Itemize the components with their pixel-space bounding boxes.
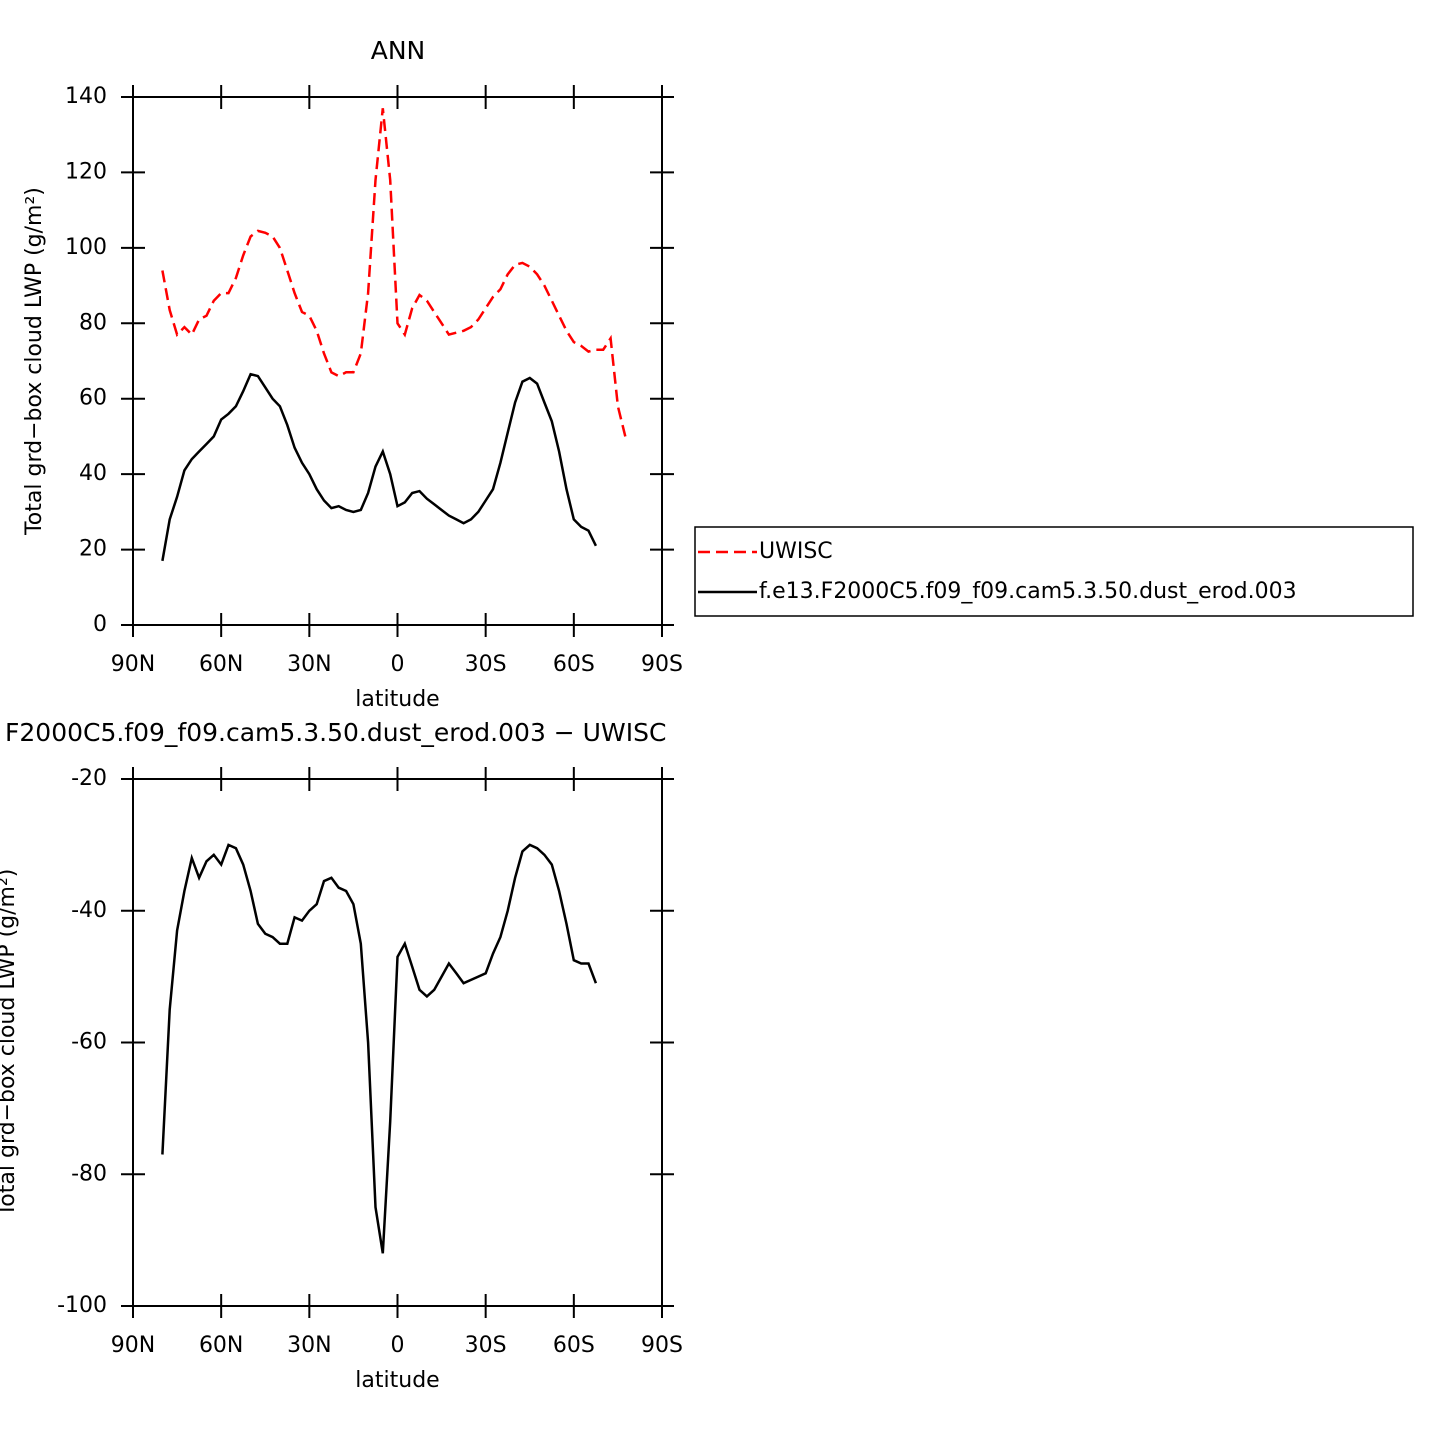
- y-tick-label: 60: [79, 386, 107, 411]
- x-axis-label: latitude: [355, 1368, 439, 1393]
- x-tick-label: 90S: [641, 1333, 683, 1358]
- y-tick-label: -60: [71, 1030, 107, 1055]
- x-tick-label: 60S: [553, 1333, 595, 1358]
- data-line: [161, 372, 598, 562]
- x-tick-label: 60S: [553, 652, 595, 677]
- x-tick-label: 30S: [465, 652, 507, 677]
- legend-label: f.e13.F2000C5.f09_f09.cam5.3.50.dust_ero…: [759, 579, 1297, 604]
- x-tick-label: 30N: [287, 1333, 331, 1358]
- x-tick-label: 0: [391, 652, 405, 677]
- legend-box: [694, 526, 1414, 617]
- plot-frame: [132, 96, 663, 626]
- x-tick-label: 30S: [465, 1333, 507, 1358]
- y-tick-label: 100: [65, 235, 107, 260]
- y-tick-label: -40: [71, 898, 107, 923]
- y-tick-label: 0: [93, 612, 107, 637]
- x-tick-label: 90S: [641, 652, 683, 677]
- legend-label: UWISC: [759, 539, 833, 564]
- y-tick-label: -100: [57, 1293, 107, 1318]
- x-tick-label: 60N: [199, 652, 243, 677]
- x-tick-label: 60N: [199, 1333, 243, 1358]
- x-tick-label: 0: [391, 1333, 405, 1358]
- plot-frame: [132, 778, 663, 1307]
- data-line: [161, 108, 627, 437]
- chart-title: ANN: [371, 36, 426, 65]
- data-line: [161, 843, 598, 1254]
- y-tick-label: -20: [71, 766, 107, 791]
- y-tick-label: 80: [79, 310, 107, 335]
- x-axis-label: latitude: [355, 687, 439, 712]
- y-tick-label: -80: [71, 1161, 107, 1186]
- y-tick-label: 140: [65, 84, 107, 109]
- y-axis-label: Total grd−box cloud LWP (g/m²): [22, 187, 47, 536]
- y-tick-label: 120: [65, 159, 107, 184]
- y-axis-label: Total grd−box cloud LWP (g/m²): [0, 869, 20, 1218]
- y-tick-label: 20: [79, 537, 107, 562]
- chart-title: F2000C5.f09_f09.cam5.3.50.dust_erod.003 …: [5, 718, 666, 747]
- y-tick-label: 40: [79, 461, 107, 486]
- x-tick-label: 90N: [111, 652, 155, 677]
- x-tick-label: 30N: [287, 652, 331, 677]
- x-tick-label: 90N: [111, 1333, 155, 1358]
